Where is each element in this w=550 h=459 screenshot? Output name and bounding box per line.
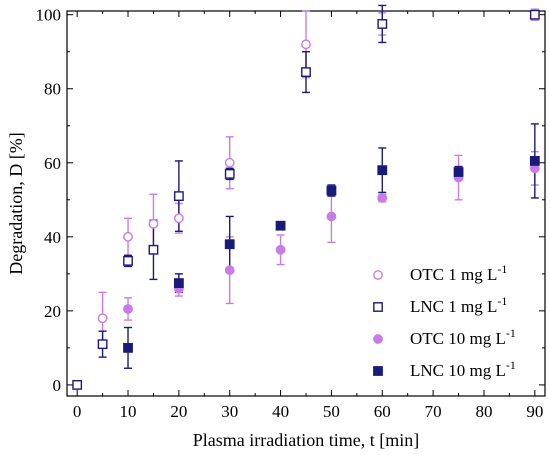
x-axis-title: Plasma irradiation time, t [min] [193,430,419,450]
x-tick-label: 10 [120,402,137,421]
legend-label: OTC 1 mg L-1 [410,262,507,284]
x-tick-label: 60 [374,402,391,421]
x-tick-label: 50 [323,402,340,421]
y-tick-label: 20 [44,302,61,321]
data-point-series-3 [377,193,388,203]
axes: 0 10 20 30 40 50 60 70 80 90 0 20 40 60 80 100 [36,6,546,421]
data-point-series-1 [301,39,311,50]
data-point-series-2 [529,9,540,20]
data-point-series-1 [148,218,159,229]
legend-marker [373,366,383,376]
y-tick-label: 60 [44,154,61,173]
y-tick-label: 100 [36,6,62,25]
data-point-series-2 [72,379,83,390]
legend-label: LNC 10 mg L-1 [410,358,516,380]
legend-marker [373,334,383,344]
data-point-series-1 [224,157,235,168]
data-point-series-4 [123,342,133,353]
data-point-series-2 [224,168,235,179]
data-point-series-1 [173,213,184,224]
data-point-series-2 [301,67,311,77]
data-point-series-3 [123,304,133,314]
data-point-series-2 [97,339,108,350]
y-tick-label: 0 [53,376,62,395]
data-point-series-1 [123,231,133,242]
data-point-series-2 [173,191,184,201]
data-markers [72,9,540,390]
data-point-series-1 [97,313,108,324]
x-tick-label: 70 [425,402,442,421]
data-point-series-2 [148,244,159,255]
x-tick-label: 0 [73,402,82,421]
data-point-series-2 [377,19,388,29]
data-point-series-4 [453,167,464,177]
x-tick-label: 30 [221,402,238,421]
x-tick-label: 80 [475,402,492,421]
y-tick-label: 40 [44,228,61,247]
x-tick-label: 40 [272,402,289,421]
legend-marker [373,270,383,280]
data-point-series-3 [224,265,235,276]
data-point-series-3 [326,211,337,222]
data-point-series-3 [275,244,286,255]
data-point-series-4 [529,156,540,166]
y-axis-title: Degradation, D [%] [6,132,26,274]
legend-marker [373,302,383,312]
x-tick-label: 90 [526,402,543,421]
legend: OTC 1 mg L-1 LNC 1 mg L-1 OTC 10 mg L-1 LNC… [373,262,516,380]
legend-label: OTC 10 mg L-1 [410,326,516,348]
data-point-series-2 [123,255,133,266]
x-tick-label: 20 [170,402,187,421]
y-tick-label: 80 [44,80,61,99]
data-point-series-4 [326,185,337,196]
legend-label: LNC 1 mg L-1 [410,294,507,316]
data-point-series-4 [224,239,235,250]
data-point-series-4 [377,165,388,176]
data-point-series-4 [275,220,286,231]
data-point-series-4 [173,278,184,288]
